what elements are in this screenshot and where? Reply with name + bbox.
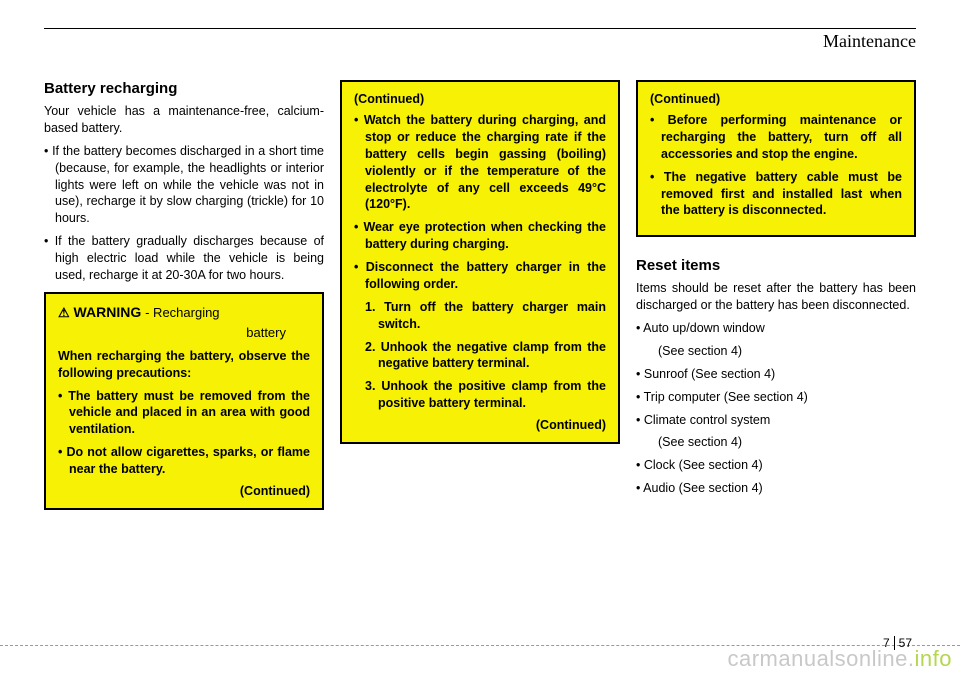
column-1: Battery recharging Your vehicle has a ma… <box>44 80 324 510</box>
watermark-text-a: carmanualsonline. <box>727 646 914 671</box>
continued-top-label: (Continued) <box>354 92 606 106</box>
warning-title: ⚠ WARNING - Recharging <box>58 304 310 321</box>
column-3: (Continued) Before performing maintenanc… <box>636 80 916 510</box>
continued-label-2: (Continued) <box>354 418 606 432</box>
watermark: carmanualsonline.info <box>727 646 952 672</box>
column-2: (Continued) Watch the battery during cha… <box>340 80 620 510</box>
warning-intro: When recharging the battery, observe the… <box>58 348 310 382</box>
header-rule <box>44 28 916 29</box>
bullet-discharged-short: If the battery becomes discharged in a s… <box>44 143 324 227</box>
reset-clock: Clock (See section 4) <box>636 457 916 474</box>
reset-audio: Audio (See section 4) <box>636 480 916 497</box>
page-header: Maintenance <box>44 31 916 52</box>
reset-sunroof: Sunroof (See section 4) <box>636 366 916 383</box>
warning-bullet-watch: Watch the battery during charging, and s… <box>354 112 606 213</box>
warning-word: WARNING <box>74 304 142 320</box>
continued-top-label-2: (Continued) <box>650 92 902 106</box>
watermark-text-b: info <box>915 646 952 671</box>
step-1: 1. Turn off the battery charger main swi… <box>354 299 606 333</box>
heading-reset-items: Reset items <box>636 257 916 274</box>
intro-text: Your vehicle has a maintenance-free, cal… <box>44 103 324 137</box>
warning-box-continued-2: (Continued) Before performing maintenanc… <box>636 80 916 237</box>
reset-auto-window: Auto up/down window <box>636 320 916 337</box>
reset-auto-window-ref: (See section 4) <box>636 343 916 360</box>
warning-subtitle-a: - Recharging <box>145 305 219 320</box>
reset-climate: Climate control system <box>636 412 916 429</box>
warning-bullet-disconnect: Disconnect the battery charger in the fo… <box>354 259 606 293</box>
reset-trip: Trip computer (See section 4) <box>636 389 916 406</box>
reset-climate-ref: (See section 4) <box>636 434 916 451</box>
step-2: 2. Unhook the negative clamp from the ne… <box>354 339 606 373</box>
step-3: 3. Unhook the positive clamp from the po… <box>354 378 606 412</box>
warning-subtitle-b: battery <box>58 325 310 340</box>
warning-box-recharging: ⚠ WARNING - Recharging battery When rech… <box>44 292 324 510</box>
heading-battery-recharging: Battery recharging <box>44 80 324 97</box>
bullet-discharged-gradual: If the battery gradually discharges beca… <box>44 233 324 284</box>
reset-intro: Items should be reset after the battery … <box>636 280 916 314</box>
warning-bullet-eye: Wear eye protection when checking the ba… <box>354 219 606 253</box>
warning-bullet-before: Before performing maintenance or recharg… <box>650 112 902 163</box>
warning-triangle-icon: ⚠ <box>58 305 70 321</box>
warning-bullet-remove: The battery must be removed from the veh… <box>58 388 310 439</box>
content-columns: Battery recharging Your vehicle has a ma… <box>44 80 916 510</box>
warning-box-continued-1: (Continued) Watch the battery during cha… <box>340 80 620 444</box>
warning-bullet-negative: The negative battery cable must be remov… <box>650 169 902 220</box>
warning-bullet-flame: Do not allow cigarettes, sparks, or flam… <box>58 444 310 478</box>
continued-label: (Continued) <box>58 484 310 498</box>
